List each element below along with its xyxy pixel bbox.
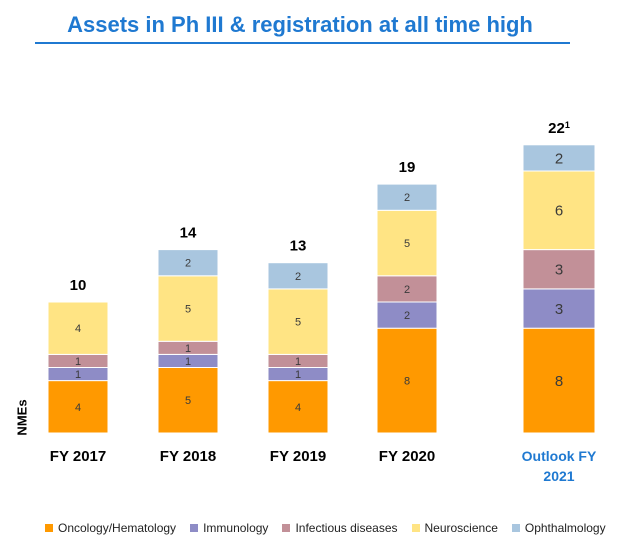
data-label: 1	[185, 343, 191, 355]
legend-swatch	[190, 524, 199, 532]
data-label: 6	[555, 203, 563, 220]
legend-swatch	[511, 524, 520, 532]
bar-segment	[522, 327, 596, 434]
data-label: 5	[295, 317, 301, 329]
data-label: 1	[75, 369, 81, 381]
data-label: 1	[75, 356, 81, 368]
bar-segment	[157, 249, 219, 277]
data-label: 8	[555, 373, 563, 390]
bar-segment	[376, 327, 438, 434]
data-label: 4	[75, 323, 81, 335]
x-tick-label: FY 2019	[270, 448, 326, 465]
legend-swatch	[282, 524, 291, 532]
data-label: 2	[404, 310, 410, 322]
legend-item: Neuroscience	[411, 521, 498, 535]
x-tick-label: 2021	[543, 468, 574, 484]
legend-item: Immunology	[190, 521, 268, 535]
legend-swatch	[411, 524, 420, 532]
x-tick-label: Outlook FY	[522, 448, 597, 464]
data-label: 2	[295, 271, 301, 283]
total-label: 10	[70, 277, 87, 294]
data-label: 2	[404, 284, 410, 296]
x-tick-label: FY 2020	[379, 448, 435, 465]
data-label: 2	[404, 192, 410, 204]
data-label: 5	[185, 395, 191, 407]
data-label: 2	[185, 258, 191, 270]
data-label: 4	[295, 402, 301, 414]
bar-segment	[267, 262, 329, 290]
legend-label: Neuroscience	[424, 521, 498, 535]
legend-item: Ophthalmology	[511, 521, 606, 535]
data-label: 3	[555, 262, 563, 279]
bar-segment	[267, 288, 329, 355]
bar-segment	[376, 275, 438, 303]
data-label: 8	[404, 376, 410, 388]
total-label: 19	[399, 159, 416, 176]
bar-segment	[47, 301, 109, 355]
legend-label: Ophthalmology	[524, 521, 606, 535]
legend-label: Infectious diseases	[295, 521, 398, 535]
bar-segment	[47, 380, 109, 434]
bar-segment	[376, 183, 438, 211]
legend-label: Oncology/Hematology	[58, 521, 177, 535]
legend-swatch	[45, 524, 53, 532]
bar-segment	[522, 249, 596, 290]
data-label: 1	[295, 356, 301, 368]
x-tick-label: FY 2017	[50, 448, 106, 465]
legend-item: Oncology/Hematology	[45, 521, 176, 535]
data-label: 5	[185, 304, 191, 316]
title-underline	[35, 42, 570, 44]
data-label: 1	[185, 356, 191, 368]
total-footnote: 1	[565, 120, 570, 130]
total-label: 13	[290, 238, 307, 255]
chart-title: Assets in Ph III & registration at all t…	[67, 12, 533, 37]
data-label: 3	[555, 301, 563, 318]
legend: Oncology/Hematology Immunology Infectious …	[45, 521, 606, 535]
legend-label: Immunology	[203, 521, 269, 535]
bar-segment	[376, 209, 438, 277]
data-label: 4	[75, 402, 81, 414]
total-label: 14	[180, 225, 197, 242]
bar-segment	[522, 144, 596, 172]
x-tick-label: FY 2018	[160, 448, 216, 465]
data-label: 5	[404, 238, 410, 250]
data-label: 2	[555, 150, 563, 167]
legend-item: Infectious diseases	[282, 521, 398, 535]
data-label: 1	[295, 369, 301, 381]
total-label: 221	[548, 120, 570, 137]
bar-segment	[522, 288, 596, 329]
bar-segment	[157, 275, 219, 342]
bar-segment	[522, 170, 596, 251]
